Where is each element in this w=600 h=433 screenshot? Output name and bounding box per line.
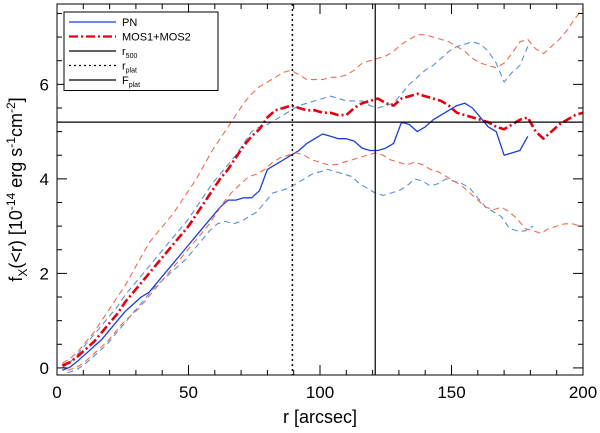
y-label-base: f xyxy=(6,276,26,282)
y-tick-label: 6 xyxy=(40,75,49,94)
legend-label: PN xyxy=(122,17,137,29)
y-label-end: ] xyxy=(6,97,26,102)
series-pn-lower-line xyxy=(67,168,534,374)
series-pn-line xyxy=(62,102,529,371)
x-axis-label: r [arcsec] xyxy=(283,407,357,427)
x-tick-label: 0 xyxy=(52,383,61,402)
x-tick-label: 100 xyxy=(306,383,334,402)
y-label-mid2: erg s xyxy=(6,148,26,193)
series-pn-upper-line xyxy=(61,41,529,369)
y-label-exp1: -14 xyxy=(4,192,18,210)
reference-lines xyxy=(57,4,583,375)
y-label-exp2: -1 xyxy=(4,137,18,148)
x-tick-label: 150 xyxy=(437,383,465,402)
legend-label: rplat xyxy=(122,61,137,75)
y-tick-label: 2 xyxy=(40,264,49,283)
y-label-base-sub: X xyxy=(16,269,30,277)
y-axis-label: fX(<r) [10-14 erg s-1cm-2] xyxy=(4,97,30,281)
y-label-exp3: -2 xyxy=(4,102,18,113)
series-mos1-mos2-line xyxy=(61,92,583,367)
legend-label: r500 xyxy=(122,46,137,60)
y-tick-label: 4 xyxy=(40,170,49,189)
legend-label: Fplat xyxy=(122,75,140,89)
legend-label: MOS1+MOS2 xyxy=(122,32,191,44)
series-mos-upper-line xyxy=(62,8,583,364)
plot-area xyxy=(61,8,583,374)
y-tick-label: 0 xyxy=(40,359,49,378)
x-tick-label: 50 xyxy=(179,383,198,402)
x-tick-label: 200 xyxy=(569,383,597,402)
y-label-mid3: cm xyxy=(6,113,26,137)
axis-ticks: 0 50 100 150 200 0 2 4 6 xyxy=(40,4,597,402)
series-mos-lower-line xyxy=(67,152,581,371)
y-label-mid: (<r) [10 xyxy=(6,210,26,269)
